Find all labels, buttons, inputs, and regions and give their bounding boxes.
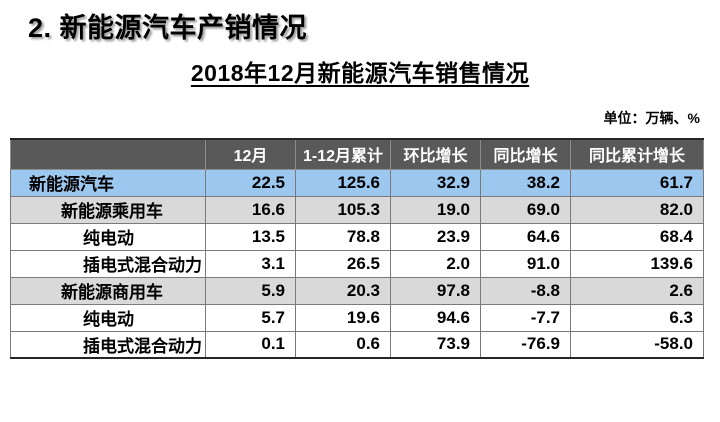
header-cell-december: 12月 [205,139,296,170]
table-row-nev-total: 新能源汽车 22.5 125.6 32.9 38.2 61.7 [10,168,704,197]
header-cell-mom-growth: 环比增长 [390,139,481,170]
row-label: 纯电动 [10,222,206,251]
cell-value: 32.9 [390,168,481,197]
cell-value: 82.0 [570,195,704,224]
table-row-passenger-bev: 纯电动 13.5 78.8 23.9 64.6 68.4 [10,222,704,251]
units-note: 单位：万辆、% [603,110,700,126]
cell-value: 26.5 [295,249,391,278]
header-cell-label [10,139,206,170]
cell-value: 2.0 [390,249,481,278]
cell-value: 16.6 [205,195,296,224]
cell-value: 105.3 [295,195,391,224]
table-row-commercial-phev: 插电式混合动力 0.1 0.6 73.9 -76.9 -58.0 [10,330,704,359]
table-row-passenger-phev: 插电式混合动力 3.1 26.5 2.0 91.0 139.6 [10,249,704,278]
table-row-commercial-bev: 纯电动 5.7 19.6 94.6 -7.7 6.3 [10,303,704,332]
cell-value: 5.9 [205,276,296,305]
cell-value: 97.8 [390,276,481,305]
cell-value: 0.6 [295,330,391,359]
cell-value: 61.7 [570,168,704,197]
cell-value: 78.8 [295,222,391,251]
cell-value: 64.6 [480,222,571,251]
cell-value: 20.3 [295,276,391,305]
cell-value: 38.2 [480,168,571,197]
row-label: 新能源商用车 [10,276,206,305]
row-label: 插电式混合动力 [10,249,206,278]
cell-value: 22.5 [205,168,296,197]
row-label: 新能源乘用车 [10,195,206,224]
header-row: 12月 1-12月累计 环比增长 同比增长 同比累计增长 [10,139,704,170]
cell-value: -8.8 [480,276,571,305]
sales-table: 12月 1-12月累计 环比增长 同比增长 同比累计增长 新能源汽车 22.5 … [10,138,704,359]
cell-value: 19.0 [390,195,481,224]
header-cell-yoy-growth: 同比增长 [480,139,571,170]
row-label: 新能源汽车 [10,168,206,197]
cell-value: 2.6 [570,276,704,305]
table-title-wrap: 2018年12月新能源汽车销售情况 [0,54,720,88]
cell-value: 19.6 [295,303,391,332]
table-row-commercial: 新能源商用车 5.9 20.3 97.8 -8.8 2.6 [10,276,704,305]
page-title: 2. 新能源汽车产销情况 [28,13,308,43]
cell-value: 94.6 [390,303,481,332]
cell-value: 139.6 [570,249,704,278]
table-row-passenger: 新能源乘用车 16.6 105.3 19.0 69.0 82.0 [10,195,704,224]
row-label: 纯电动 [10,303,206,332]
cell-value: -7.7 [480,303,571,332]
cell-value: 69.0 [480,195,571,224]
cell-value: -58.0 [570,330,704,359]
cell-value: 3.1 [205,249,296,278]
cell-value: 0.1 [205,330,296,359]
cell-value: 23.9 [390,222,481,251]
table-title: 2018年12月新能源汽车销售情况 [190,60,530,86]
cell-value: -76.9 [480,330,571,359]
cell-value: 125.6 [295,168,391,197]
cell-value: 13.5 [205,222,296,251]
header-cell-yoy-cumulative-growth: 同比累计增长 [570,139,704,170]
cell-value: 91.0 [480,249,571,278]
cell-value: 68.4 [570,222,704,251]
cell-value: 5.7 [205,303,296,332]
cell-value: 73.9 [390,330,481,359]
header-cell-ytd-total: 1-12月累计 [295,139,391,170]
row-label: 插电式混合动力 [10,330,206,359]
cell-value: 6.3 [570,303,704,332]
